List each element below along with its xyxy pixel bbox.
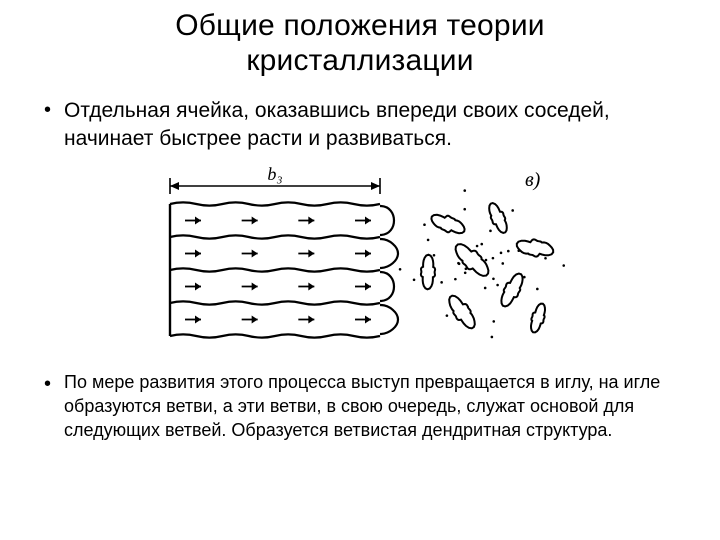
title-line-1: Общие положения теории (175, 9, 544, 42)
crystallization-figure: b₃ в) (150, 166, 570, 356)
bullet-list-2: По мере развития этого процесса выступ п… (36, 371, 684, 442)
bullet-1: Отдельная ячейка, оказавшись впереди сво… (64, 97, 684, 152)
title-line-2: кристаллизации (246, 44, 473, 77)
svg-text:в): в) (525, 169, 541, 191)
slide: Общие положения теории кристаллизации От… (0, 0, 720, 540)
slide-title: Общие положения теории кристаллизации (36, 8, 684, 79)
bullet-2: По мере развития этого процесса выступ п… (64, 371, 684, 442)
bullet-list: Отдельная ячейка, оказавшись впереди сво… (36, 97, 684, 152)
svg-text:b₃: b₃ (267, 166, 282, 184)
figure-container: b₃ в) (36, 166, 684, 361)
